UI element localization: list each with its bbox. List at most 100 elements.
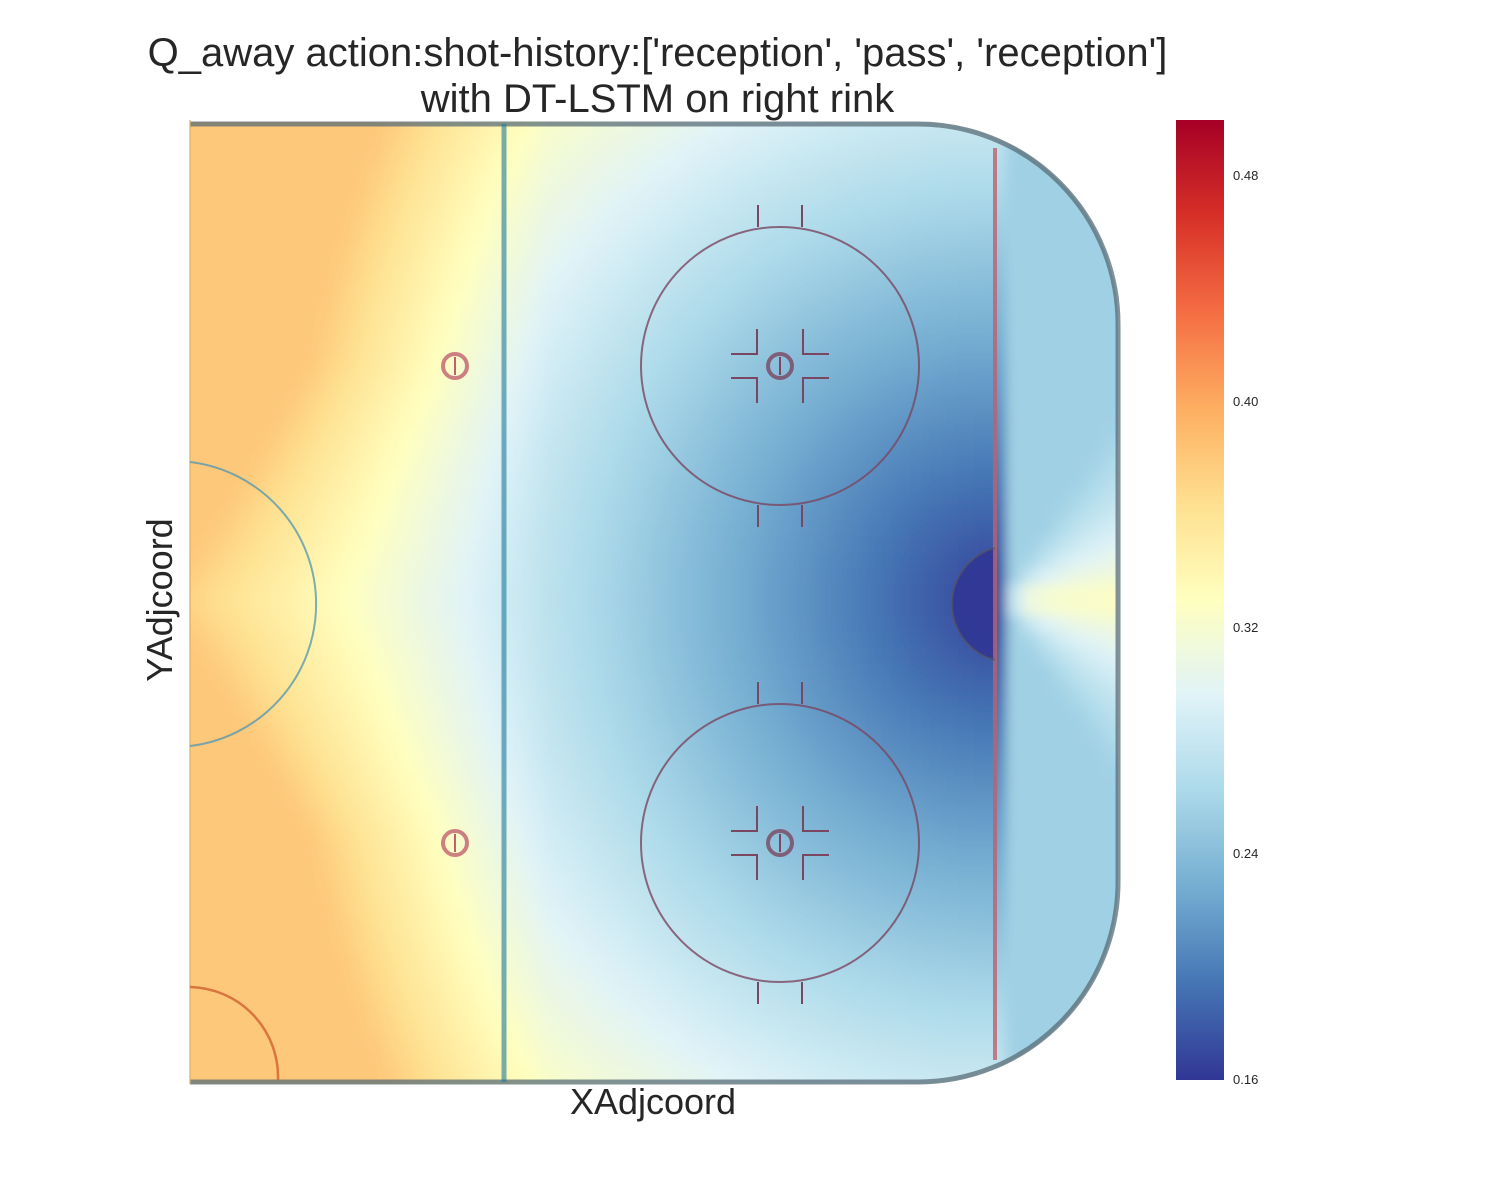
heatmap-cell <box>350 984 367 1001</box>
heatmap-cell <box>526 168 543 185</box>
heatmap-cell <box>446 648 463 665</box>
heatmap-cell <box>510 232 527 249</box>
heatmap-cell <box>1118 280 1135 297</box>
heatmap-cell <box>974 168 991 185</box>
heatmap-cell <box>1054 840 1071 857</box>
heatmap-cell <box>958 840 975 857</box>
heatmap-cell <box>574 872 591 889</box>
heatmap-cell <box>462 328 479 345</box>
heatmap-cell <box>798 952 815 969</box>
heatmap-cell <box>654 264 671 281</box>
heatmap-cell <box>1102 360 1118 377</box>
heatmap-cell <box>638 696 655 713</box>
heatmap-cell <box>1070 664 1087 681</box>
heatmap-cell <box>238 1048 255 1065</box>
heatmap-cell <box>686 920 703 937</box>
heatmap-cell <box>1086 360 1103 377</box>
heatmap-cell <box>286 488 303 505</box>
heatmap-cell <box>1038 360 1055 377</box>
heatmap-cell <box>462 200 479 217</box>
heatmap-cell <box>1054 232 1071 249</box>
heatmap-cell <box>1118 152 1135 169</box>
heatmap-cell <box>846 1048 863 1065</box>
heatmap-cell <box>910 696 927 713</box>
heatmap-cell <box>686 344 703 361</box>
heatmap-cell <box>190 728 191 745</box>
heatmap-cell <box>222 696 239 713</box>
heatmap-cell <box>878 872 895 889</box>
heatmap-cell <box>254 584 271 601</box>
heatmap-cell <box>1038 712 1055 729</box>
heatmap-cell <box>478 168 495 185</box>
heatmap-cell <box>190 328 207 345</box>
heatmap-cell <box>1022 808 1039 825</box>
heatmap-cell <box>558 1032 575 1049</box>
heatmap-cell <box>238 280 255 297</box>
heatmap-cell <box>734 760 751 777</box>
heatmap-cell <box>238 504 255 521</box>
heatmap-cell <box>1102 504 1118 521</box>
heatmap-cell <box>1102 104 1119 121</box>
heatmap-cell <box>894 168 911 185</box>
heatmap-cell <box>862 360 879 377</box>
heatmap-cell <box>734 616 751 633</box>
heatmap-cell <box>958 168 975 185</box>
heatmap-cell <box>318 840 335 857</box>
heatmap-cell <box>798 696 815 713</box>
heatmap-cell <box>1070 952 1087 969</box>
heatmap-cell <box>1038 456 1055 473</box>
heatmap-cell <box>926 776 943 793</box>
heatmap-cell <box>254 1048 271 1065</box>
heatmap-cell <box>286 1032 303 1049</box>
heatmap-cell <box>366 952 383 969</box>
heatmap-cell <box>590 456 607 473</box>
heatmap-cell <box>206 1048 223 1065</box>
heatmap-cell <box>1054 1048 1071 1065</box>
heatmap-cell <box>542 808 559 825</box>
heatmap-cell <box>766 472 783 489</box>
heatmap-cell <box>782 1000 799 1017</box>
heatmap-cell <box>782 376 799 393</box>
heatmap-cell <box>542 632 559 649</box>
heatmap-cell <box>270 616 287 633</box>
heatmap-cell <box>910 440 927 457</box>
heatmap-cell <box>334 440 351 457</box>
heatmap-cell <box>1022 232 1039 249</box>
heatmap-cell <box>190 904 207 921</box>
heatmap-cell <box>414 280 431 297</box>
heatmap-cell <box>542 616 559 633</box>
heatmap-cell <box>190 776 207 793</box>
heatmap-cell <box>782 312 799 329</box>
heatmap-cell <box>942 856 959 873</box>
heatmap-cell <box>1086 600 1103 617</box>
heatmap-cell <box>270 328 287 345</box>
heatmap-cell <box>1038 232 1055 249</box>
heatmap-cell <box>734 840 751 857</box>
heatmap-cell <box>334 648 351 665</box>
heatmap-cell <box>574 936 591 953</box>
heatmap-cell <box>206 840 223 857</box>
heatmap-cell <box>542 744 559 761</box>
heatmap-cell <box>686 104 703 121</box>
heatmap-cell <box>958 872 975 889</box>
heatmap-cell <box>446 216 463 233</box>
heatmap-cell <box>1118 552 1135 569</box>
heatmap-cell <box>190 280 191 297</box>
heatmap-cell <box>942 344 959 361</box>
heatmap-cell <box>654 696 671 713</box>
heatmap-cell <box>1102 1016 1118 1033</box>
heatmap-cell <box>270 760 287 777</box>
heatmap-cell <box>254 552 271 569</box>
heatmap-cell <box>606 824 623 841</box>
heatmap-cell <box>718 952 735 969</box>
heatmap-cell <box>606 456 623 473</box>
heatmap-cell <box>430 664 447 681</box>
heatmap-cell <box>558 248 575 265</box>
heatmap-cell <box>686 600 703 617</box>
heatmap-cell <box>398 632 415 649</box>
heatmap-cell <box>702 184 719 201</box>
heatmap-cell <box>430 104 447 121</box>
heatmap-cell <box>942 1016 959 1033</box>
heatmap-cell <box>286 872 303 889</box>
heatmap-cell <box>254 168 271 185</box>
